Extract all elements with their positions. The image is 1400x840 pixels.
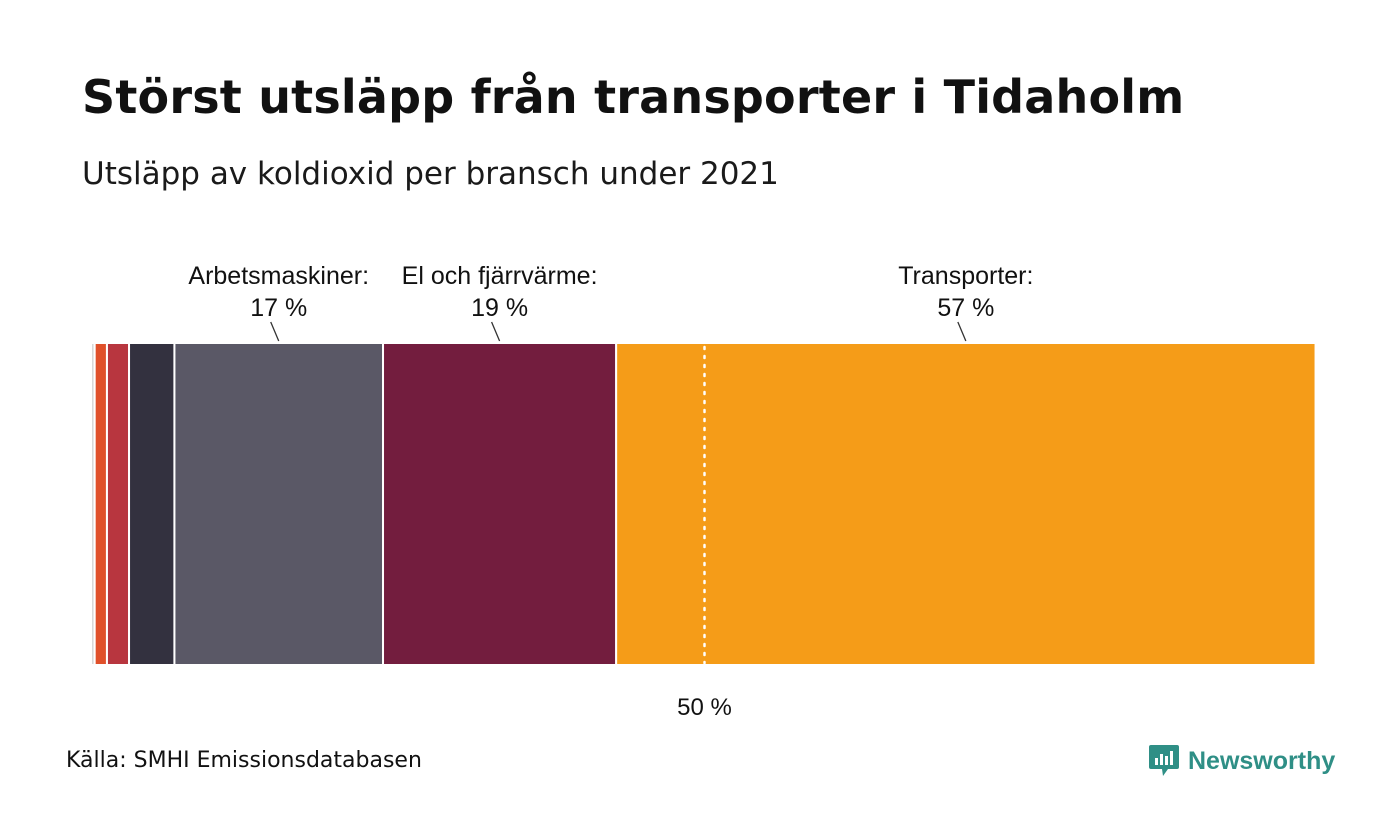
leader-line-el-och-fj-rrv-rme (490, 321, 501, 342)
segment-value-el-och-fj-rrv-rme: 19 % (471, 294, 528, 322)
source-note: Källa: SMHI Emissionsdatabasen (66, 748, 422, 773)
bar-segment-arbetsmaskiner (173, 342, 385, 666)
bar-segment-small-2 (105, 342, 131, 666)
segment-value-arbetsmaskiner: 17 % (250, 294, 307, 322)
segment-label-transporter: Transporter: (898, 262, 1033, 290)
bar-segment-small-1 (93, 342, 108, 666)
segment-label-arbetsmaskiner: Arbetsmaskiner: (188, 262, 369, 290)
chart-subtitle: Utsläpp av koldioxid per bransch under 2… (82, 156, 779, 192)
bar-segment-transporter (615, 342, 1317, 666)
newsworthy-logo-icon (1149, 745, 1179, 776)
reference-line-label: 50 % (677, 694, 732, 721)
bar-segment-small-3 (128, 342, 176, 666)
bar-segment-el-och-fj-rrv-rme (382, 342, 618, 666)
chart-title: Störst utsläpp från transporter i Tidaho… (82, 70, 1185, 124)
brand-name: Newsworthy (1188, 746, 1336, 775)
segment-value-transporter: 57 % (937, 294, 994, 322)
segment-label-el-och-fj-rrv-rme: El och fjärrvärme: (402, 262, 598, 290)
leader-line-transporter (957, 321, 967, 342)
brand-logo: Newsworthy (1148, 743, 1335, 779)
leader-line-arbetsmaskiner (270, 321, 280, 342)
